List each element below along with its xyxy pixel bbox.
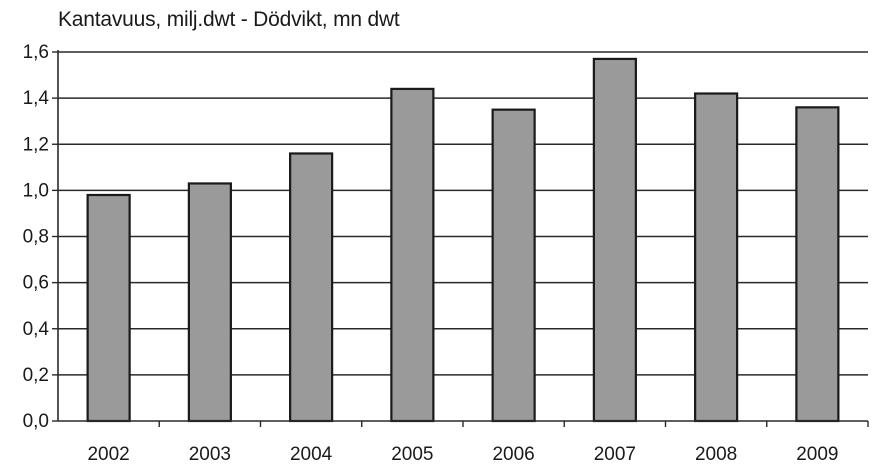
gridlines <box>58 51 868 376</box>
bar <box>390 87 435 423</box>
x-tick-label: 2003 <box>189 444 231 465</box>
y-tick-label: 0,2 <box>23 365 49 386</box>
y-tick-label: 1,2 <box>23 134 49 155</box>
bars <box>86 57 840 423</box>
bar <box>187 182 232 423</box>
y-tick-label: 0,4 <box>23 319 50 340</box>
bar <box>86 193 131 423</box>
y-tick-label: 0,0 <box>23 411 49 432</box>
chart-title: Kantavuus, milj.dwt - Dödvikt, mn dwt <box>58 8 400 31</box>
y-tick-label: 1,6 <box>23 42 49 63</box>
bar <box>795 106 840 423</box>
x-tick-label: 2009 <box>796 444 838 465</box>
y-tick-label: 0,8 <box>23 227 49 248</box>
x-tick-label: 2007 <box>594 444 636 465</box>
bar <box>694 92 739 423</box>
bar <box>592 57 637 423</box>
y-tick-label: 1,0 <box>23 180 49 201</box>
x-tick-label: 2006 <box>492 444 534 465</box>
y-tick-label: 0,6 <box>23 273 49 294</box>
x-tick-label: 2002 <box>87 444 129 465</box>
y-tick-label: 1,4 <box>23 88 50 109</box>
tick-labels: 0,0 0,2 0,4 0,6 0,8 1,0 1,2 1,4 1,6 2002 2003 2004 2… <box>23 42 839 465</box>
x-tick-label: 2005 <box>391 444 433 465</box>
axes <box>52 50 869 427</box>
bar <box>289 152 334 423</box>
x-tick-label: 2008 <box>695 444 737 465</box>
x-tick-label: 2004 <box>290 444 333 465</box>
bar <box>491 108 536 423</box>
